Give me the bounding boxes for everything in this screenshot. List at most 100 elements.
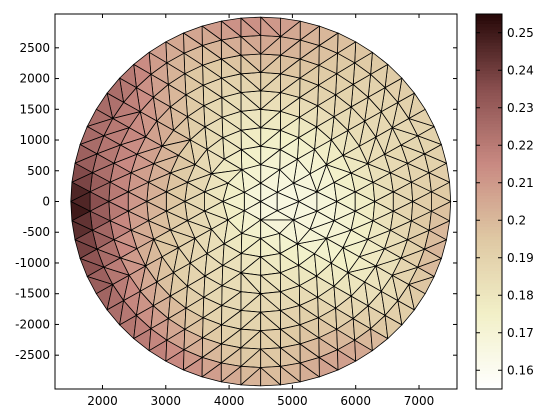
colorbar-segment xyxy=(476,260,502,265)
colorbar-segment xyxy=(476,201,502,206)
colorbar-segment xyxy=(476,160,502,165)
colorbar-segment xyxy=(476,329,502,334)
y-tick-label: -2500 xyxy=(15,348,50,362)
colorbar-segment xyxy=(476,354,502,359)
colorbar-segment xyxy=(476,182,502,187)
colorbar-segment xyxy=(476,379,502,384)
colorbar-segment xyxy=(476,220,502,224)
colorbar-segment xyxy=(476,176,502,181)
colorbar-segment xyxy=(476,207,502,212)
colorbar-segment xyxy=(476,229,502,234)
colorbar-segment xyxy=(476,192,502,196)
colorbar-tick-label: 0.23 xyxy=(507,101,534,115)
colorbar-segment xyxy=(476,270,502,274)
colorbar-segment xyxy=(476,382,502,387)
colorbar-segment xyxy=(476,376,502,381)
colorbar-tick-label: 0.22 xyxy=(507,138,534,152)
x-tick-label: 3000 xyxy=(151,394,182,408)
colorbar-segment xyxy=(476,332,502,337)
axes: 2000 3000 4000 5000 6000 70002500200015001000… xyxy=(15,13,458,408)
colorbar-segment xyxy=(476,357,502,362)
colorbar-segment xyxy=(476,117,502,121)
colorbar-segment xyxy=(476,373,502,378)
colorbar-segment xyxy=(476,45,502,49)
colorbar-segment xyxy=(476,279,502,284)
colorbar-segment xyxy=(476,73,502,78)
colorbar-segment xyxy=(476,48,502,53)
colorbar-tick-label: 0.21 xyxy=(507,176,534,190)
colorbar-segment xyxy=(476,335,502,340)
colorbar-segment xyxy=(476,345,502,349)
colorbar-segment xyxy=(476,367,502,371)
colorbar-segment xyxy=(476,295,502,299)
colorbar-segment xyxy=(476,104,502,109)
colorbar-segment xyxy=(476,282,502,287)
colorbar-segment xyxy=(476,339,502,343)
colorbar-segment xyxy=(476,267,502,271)
colorbar-segment xyxy=(476,217,502,221)
colorbar-segment xyxy=(476,64,502,68)
colorbar-segment xyxy=(476,195,502,199)
colorbar-segment xyxy=(476,167,502,171)
colorbar-segment xyxy=(476,257,502,262)
colorbar-segment xyxy=(476,148,502,153)
mesh-triangle xyxy=(392,191,414,212)
colorbar-segment xyxy=(476,51,502,56)
colorbar-segment xyxy=(476,70,502,74)
colorbar-segment xyxy=(476,314,502,318)
colorbar-segment xyxy=(476,139,502,143)
colorbar-segment xyxy=(476,198,502,203)
colorbar-segment xyxy=(476,317,502,321)
colorbar-segment xyxy=(476,107,502,112)
x-tick-label: 6000 xyxy=(340,394,371,408)
colorbar-segment xyxy=(476,54,502,59)
colorbar-segment xyxy=(476,135,502,140)
colorbar-segment xyxy=(476,289,502,293)
colorbar-tick-label: 0.2 xyxy=(507,213,526,227)
colorbar-segment xyxy=(476,204,502,209)
colorbar-segment xyxy=(476,92,502,96)
colorbar-segment xyxy=(476,185,502,190)
colorbar-segment xyxy=(476,35,502,40)
colorbar-segment xyxy=(476,232,502,237)
colorbar-segment xyxy=(476,254,502,259)
y-tick-label: 500 xyxy=(27,164,50,178)
colorbar-segment xyxy=(476,320,502,324)
colorbar-segment xyxy=(476,85,502,90)
colorbar-segment xyxy=(476,323,502,328)
colorbar: 0.16 0.17 0.18 0.19 0.2 0.21 0.22 0.23 0.24 0.25 xyxy=(475,13,534,390)
colorbar-segment xyxy=(476,23,502,28)
colorbar-segment xyxy=(476,142,502,146)
colorbar-segment xyxy=(476,360,502,365)
colorbar-segment xyxy=(476,26,502,31)
colorbar-segment xyxy=(476,114,502,118)
colorbar-segment xyxy=(476,126,502,131)
colorbar-segment xyxy=(476,251,502,256)
x-tick-label: 4000 xyxy=(214,394,245,408)
colorbar-segment xyxy=(476,239,502,243)
y-tick-label: 0 xyxy=(42,195,50,209)
y-tick-label: 2000 xyxy=(19,72,50,86)
colorbar-segment xyxy=(476,67,502,71)
colorbar-tick-label: 0.19 xyxy=(507,251,534,265)
x-tick-label: 7000 xyxy=(404,394,435,408)
y-tick-label: 1500 xyxy=(19,102,50,116)
colorbar-tick-label: 0.25 xyxy=(507,26,534,40)
colorbar-segment xyxy=(476,98,502,103)
colorbar-segment xyxy=(476,101,502,106)
mesh-triangle xyxy=(316,191,338,212)
colorbar-segment xyxy=(476,39,502,43)
colorbar-tick-label: 0.16 xyxy=(507,363,534,377)
colorbar-segment xyxy=(476,189,502,193)
x-tick-label: 5000 xyxy=(277,394,308,408)
colorbar-segment xyxy=(476,145,502,149)
colorbar-segment xyxy=(476,157,502,162)
colorbar-segment xyxy=(476,276,502,281)
colorbar-segment xyxy=(476,110,502,115)
colorbar-segment xyxy=(476,304,502,309)
x-tick-label: 2000 xyxy=(87,394,118,408)
colorbar-segment xyxy=(476,301,502,306)
colorbar-segment xyxy=(476,292,502,296)
colorbar-segment xyxy=(476,223,502,228)
